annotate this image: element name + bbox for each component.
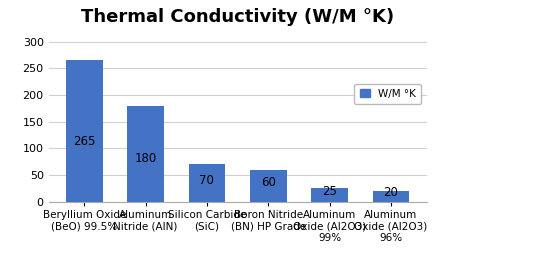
Text: 20: 20 bbox=[383, 186, 399, 199]
Text: 180: 180 bbox=[134, 152, 157, 165]
Bar bbox=[250, 170, 287, 202]
Text: 265: 265 bbox=[73, 135, 96, 148]
Title: Thermal Conductivity (W/M °K): Thermal Conductivity (W/M °K) bbox=[81, 8, 394, 27]
Text: 25: 25 bbox=[322, 185, 337, 198]
Bar bbox=[66, 60, 103, 202]
Bar bbox=[127, 106, 164, 202]
Bar bbox=[373, 191, 409, 202]
Bar bbox=[311, 188, 348, 202]
Bar bbox=[188, 164, 225, 202]
Text: 60: 60 bbox=[261, 176, 276, 190]
Text: 70: 70 bbox=[199, 174, 214, 187]
Legend: W/M °K: W/M °K bbox=[354, 83, 421, 104]
